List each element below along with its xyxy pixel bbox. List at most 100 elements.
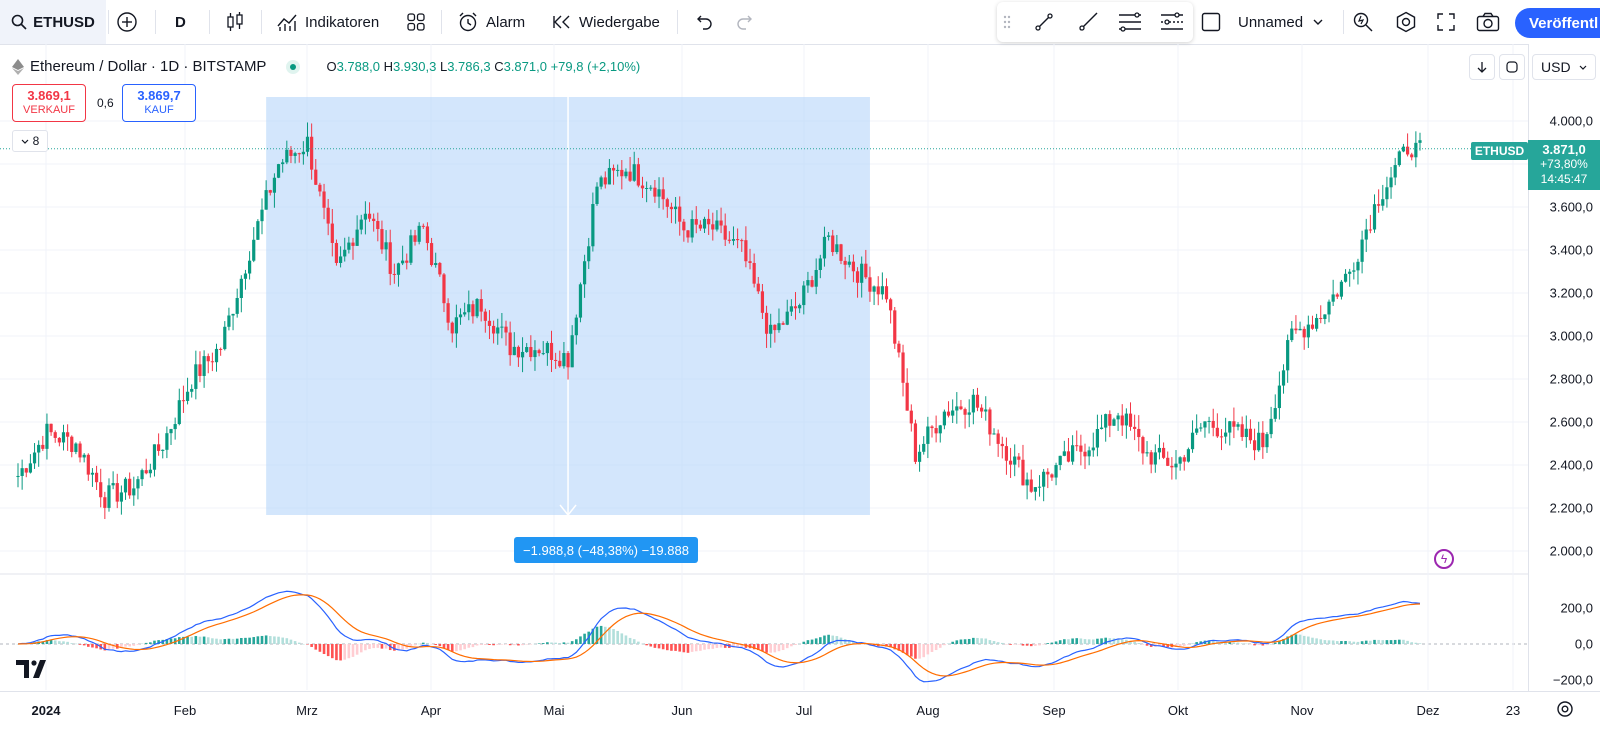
time-tick-label: Sep: [1042, 703, 1066, 718]
macd-histogram-bar: [211, 638, 214, 644]
lightning-icon[interactable]: ϟ: [1434, 549, 1454, 569]
macd-histogram-bar: [1083, 639, 1087, 644]
symbol-title[interactable]: Ethereum / Dollar · 1D · BITSTAMP: [30, 58, 267, 75]
candle-body: [512, 346, 516, 356]
candle-body: [673, 206, 678, 210]
candle-body: [607, 167, 612, 185]
candle-body: [1141, 437, 1145, 454]
indicators-collapse-button[interactable]: 8: [12, 130, 48, 152]
candle-body: [475, 299, 479, 317]
sell-button[interactable]: 3.869,1 VERKAUF: [12, 84, 86, 122]
candle-body: [343, 249, 347, 257]
candle-body: [909, 410, 913, 424]
candle-body: [516, 346, 521, 358]
candle-body: [1207, 420, 1211, 422]
macd-histogram-bar: [289, 639, 293, 644]
chart-pane[interactable]: [0, 44, 1528, 691]
publish-button[interactable]: Veröffentl: [1515, 8, 1600, 38]
macd-histogram-bar: [852, 641, 855, 644]
macd-histogram-bar: [1282, 638, 1285, 644]
candle-body: [578, 284, 583, 318]
macd-histogram-bar: [934, 644, 938, 651]
alarm-button[interactable]: Alarm: [457, 0, 525, 44]
symbol-search-button[interactable]: ETHUSD: [0, 0, 106, 44]
high-label: H: [383, 59, 393, 74]
candle-body: [181, 400, 186, 402]
tradingview-logo-icon[interactable]: [16, 660, 50, 678]
candle-body: [1116, 415, 1120, 420]
macd-histogram-bar: [1348, 641, 1351, 644]
quick-search-button[interactable]: [1352, 0, 1374, 44]
macd-histogram-bar: [268, 636, 272, 644]
indicators-button[interactable]: Indikatoren: [276, 0, 379, 44]
candle-body: [148, 469, 152, 474]
ray-tool-button[interactable]: [1077, 2, 1099, 42]
macd-histogram-bar: [62, 641, 65, 644]
undo-button[interactable]: [693, 0, 713, 44]
candle-body: [1240, 424, 1244, 438]
candle-body: [49, 423, 53, 433]
candle-body: [798, 305, 802, 309]
macd-histogram-bar: [996, 642, 1000, 644]
snapshot-button[interactable]: [1476, 0, 1500, 44]
macd-histogram-bar: [194, 636, 198, 644]
macd-histogram-bar: [1166, 644, 1170, 648]
redo-button[interactable]: [736, 0, 756, 44]
candle-body: [996, 433, 1000, 444]
fullscreen-button[interactable]: [1436, 0, 1456, 44]
add-circle-icon: [117, 12, 137, 32]
macd-histogram-bar: [901, 644, 905, 653]
scroll-to-latest-button[interactable]: [1469, 54, 1495, 80]
candle-body: [41, 444, 45, 449]
layout-checkbox-icon[interactable]: [1201, 0, 1221, 44]
candle-body: [57, 437, 61, 443]
macd-histogram-bar: [438, 644, 442, 647]
macd-histogram-bar: [1195, 642, 1198, 644]
macd-histogram-bar: [264, 635, 268, 644]
interval-button[interactable]: D: [175, 0, 186, 44]
candle-body: [959, 406, 963, 410]
replay-button[interactable]: Wiedergabe: [552, 0, 660, 44]
macd-histogram-bar: [591, 628, 595, 644]
fib-extension-tool-button[interactable]: [1159, 2, 1185, 42]
macd-histogram-bar: [694, 644, 698, 652]
time-tick-label: Okt: [1167, 703, 1189, 718]
macd-histogram-bar: [769, 644, 772, 653]
price-tick-label: 2.400,0: [1549, 457, 1593, 473]
price-tick-label: 2.800,0: [1549, 371, 1593, 387]
macd-histogram-bar: [1162, 644, 1165, 647]
currency-selector[interactable]: USD: [1532, 54, 1596, 80]
drag-handle-icon[interactable]: [1003, 2, 1011, 42]
time-axis[interactable]: [0, 691, 1600, 732]
macd-histogram-bar: [446, 644, 450, 651]
reset-chart-button[interactable]: [1499, 54, 1525, 80]
candle-body: [731, 239, 736, 241]
fullscreen-icon: [1437, 13, 1455, 31]
fib-retracement-tool-button[interactable]: [1117, 2, 1143, 42]
candle-body: [764, 312, 769, 334]
macd-histogram-bar: [339, 644, 342, 661]
macd-histogram-bar: [653, 644, 657, 648]
trend-line-tool-button[interactable]: [1033, 2, 1055, 42]
macd-histogram-bar: [1079, 638, 1083, 644]
chart-settings-button[interactable]: [1395, 0, 1417, 44]
candle-body: [359, 219, 363, 230]
layout-menu-button[interactable]: Unnamed: [1238, 0, 1323, 44]
macd-histogram-bar: [1116, 638, 1120, 644]
macd-histogram-bar: [570, 641, 574, 644]
candle-body: [301, 151, 305, 155]
fib-retracement-icon: [1119, 12, 1141, 32]
candle-body: [380, 229, 384, 250]
settings-gear-icon[interactable]: [1556, 700, 1574, 718]
macd-histogram-bar: [649, 644, 653, 647]
macd-histogram-bar: [843, 639, 847, 644]
candle-body: [851, 261, 856, 272]
candle-body: [376, 221, 380, 230]
buy-button[interactable]: 3.869,7 KAUF: [122, 84, 196, 122]
compare-symbol-button[interactable]: [116, 0, 138, 44]
candle-body: [1236, 424, 1240, 427]
chart-type-button[interactable]: [225, 0, 245, 44]
macd-histogram-bar: [198, 636, 202, 644]
indicator-templates-button[interactable]: [406, 0, 426, 44]
candle-body: [1265, 434, 1269, 448]
